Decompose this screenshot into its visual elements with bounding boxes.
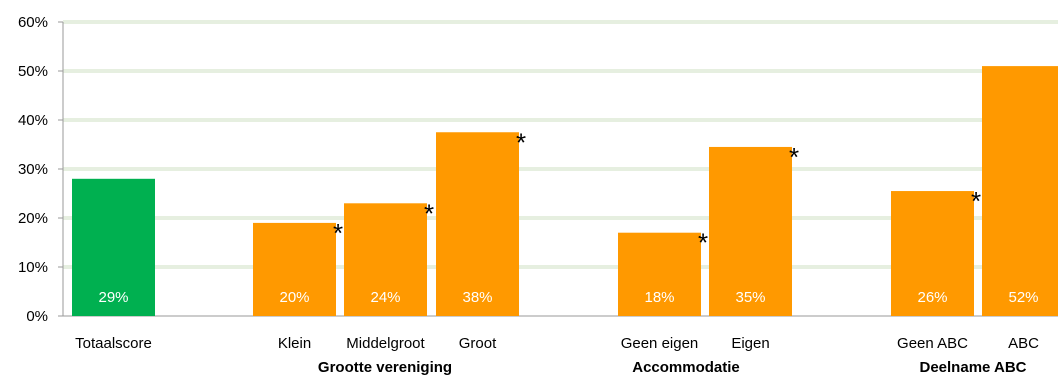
y-tick-label: 30%	[18, 161, 48, 178]
data-label: 24%	[370, 289, 400, 306]
data-label: 35%	[735, 289, 765, 306]
category-label: Geen eigen	[621, 335, 699, 352]
data-label: 20%	[279, 289, 309, 306]
category-label: Klein	[278, 335, 311, 352]
data-label: 29%	[98, 289, 128, 306]
group-label: Grootte vereniging	[318, 359, 452, 376]
category-label: Totaalscore	[75, 335, 152, 352]
group-label: Accommodatie	[632, 359, 740, 376]
y-tick-label: 40%	[18, 112, 48, 129]
category-label: Geen ABC	[897, 335, 968, 352]
y-tick-label: 0%	[26, 308, 48, 325]
category-label: Groot	[459, 335, 497, 352]
y-tick-label: 20%	[18, 210, 48, 227]
bar-geen-eigen	[618, 232, 701, 316]
bar-groot	[436, 132, 519, 316]
significance-marker: *	[789, 142, 799, 172]
data-label: 18%	[644, 289, 674, 306]
category-label: ABC	[1008, 335, 1039, 352]
bar-totaalscore	[72, 178, 155, 316]
data-label: 52%	[1008, 289, 1038, 306]
y-tick-label: 50%	[18, 63, 48, 80]
significance-marker: *	[424, 198, 434, 228]
bar-klein	[253, 222, 336, 316]
bar-abc	[982, 66, 1058, 316]
y-tick-label: 10%	[18, 259, 48, 276]
significance-marker: *	[971, 186, 981, 216]
bar-middelgroot	[344, 203, 427, 316]
category-label: Eigen	[731, 335, 769, 352]
bar-eigen	[709, 146, 792, 316]
group-label: Deelname ABC	[920, 359, 1027, 376]
y-tick-label: 60%	[18, 14, 48, 31]
group-labels: Grootte vereniging Accommodatie Deelname A…	[318, 359, 1027, 376]
category-label: Middelgroot	[346, 335, 425, 352]
significance-marker: *	[333, 218, 343, 248]
data-label: 26%	[917, 289, 947, 306]
bar-geen-abc	[891, 191, 974, 316]
significance-marker: *	[698, 228, 708, 258]
data-label: 38%	[462, 289, 492, 306]
category-labels: Totaalscore Klein Middelgroot Groot Geen eig…	[75, 335, 1039, 352]
data-labels: 29%20%*24%*38%*18%*35%*26%*52%*	[98, 127, 1038, 306]
bars	[72, 66, 1058, 316]
significance-marker: *	[516, 127, 526, 157]
